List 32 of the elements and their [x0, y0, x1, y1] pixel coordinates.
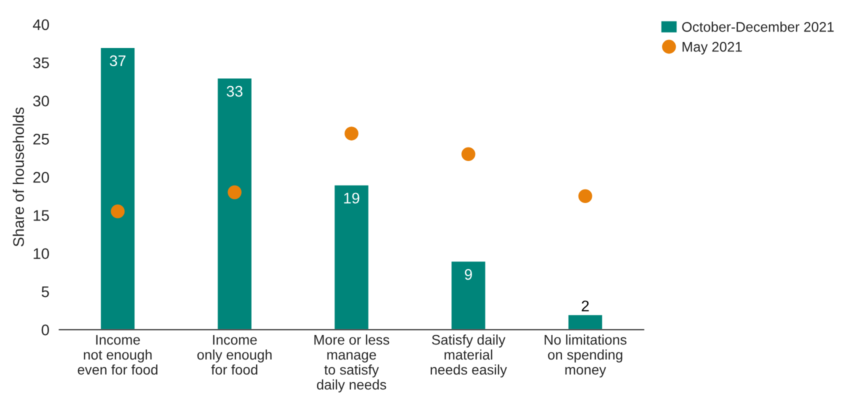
legend-label: October-December 2021 — [682, 22, 834, 32]
legend-label: May 2021 — [682, 42, 742, 54]
x-tick-label: Income only enough for food — [197, 335, 272, 375]
x-tick-label: More or less manage to satisfy daily needs — [314, 334, 390, 392]
y-tick-label: 25 — [33, 134, 49, 145]
point — [344, 126, 358, 140]
x-tick-label: Income not enough even for food — [78, 335, 158, 375]
data-label: 37 — [110, 55, 126, 66]
data-label: 9 — [464, 269, 472, 280]
y-tick-label: 0 — [42, 324, 49, 336]
bar — [100, 46, 136, 330]
x-tick-label: Satisfy daily material needs easily — [430, 334, 507, 378]
y-tick-label: 5 — [42, 286, 49, 298]
point — [461, 147, 476, 162]
y-tick-label: 20 — [33, 172, 49, 183]
x-tick-label: No limitations on spending money — [544, 334, 626, 378]
point — [578, 189, 592, 204]
y-tick-label: 40 — [32, 19, 49, 30]
point — [228, 185, 242, 200]
data-label: 2 — [582, 300, 589, 312]
point — [110, 204, 125, 218]
y-tick-label: 15 — [34, 210, 49, 221]
data-label: 33 — [226, 86, 242, 97]
bar — [450, 260, 487, 330]
y-tick-label: 30 — [33, 96, 49, 106]
data-label: 19 — [344, 192, 360, 204]
y-tick-label: 35 — [33, 57, 49, 68]
bar — [216, 77, 253, 330]
y-axis-title: Share of households — [12, 108, 24, 246]
bar — [333, 184, 370, 330]
y-tick-label: 10 — [34, 248, 49, 260]
bar — [567, 314, 604, 330]
